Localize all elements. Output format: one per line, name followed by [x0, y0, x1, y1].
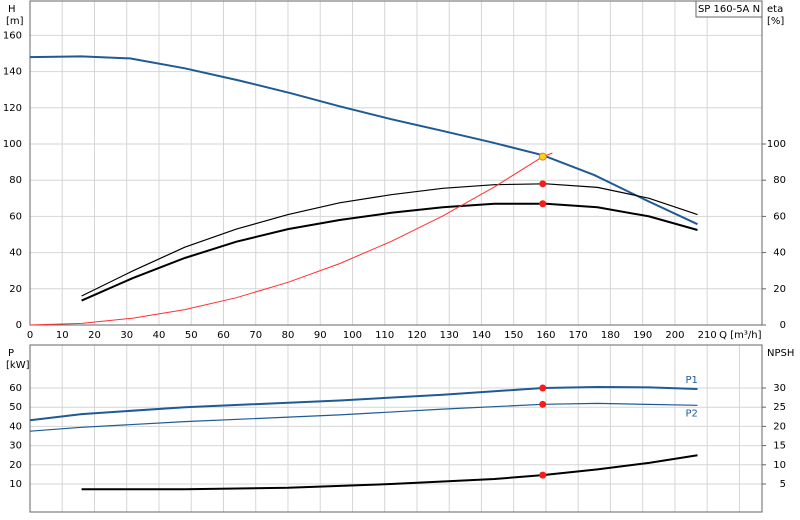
y-tick-label: 50 [9, 402, 22, 413]
marker [539, 384, 547, 392]
x-tick-label: 120 [407, 330, 426, 341]
y-axis-unit: [kW] [6, 360, 30, 371]
x-axis-label: Q [m³/h] [719, 330, 761, 341]
x-tick-label: 0 [27, 330, 33, 341]
curve [29, 152, 553, 326]
y2-tick-label: 25 [773, 402, 786, 413]
x-tick-label: 130 [440, 330, 459, 341]
x-tick-label: 200 [665, 330, 684, 341]
y2-tick-label: 40 [773, 248, 786, 259]
curve [81, 183, 698, 297]
curve [29, 402, 698, 432]
y2-tick-label: 100 [767, 139, 786, 150]
y-tick-label: 160 [3, 30, 22, 41]
x-tick-label: 90 [314, 330, 327, 341]
x-tick-label: 140 [472, 330, 491, 341]
x-tick-label: 190 [633, 330, 652, 341]
y-axis-unit: [m] [6, 16, 24, 27]
y2-tick-label: 20 [773, 421, 786, 432]
x-tick-label: 100 [343, 330, 362, 341]
marker [539, 400, 547, 408]
y-tick-label: 80 [9, 175, 22, 186]
y-tick-label: 100 [3, 139, 22, 150]
plot-area [30, 345, 762, 512]
y-axis-label: P [8, 348, 14, 359]
series-label: P2 [686, 408, 698, 419]
x-tick-label: 80 [282, 330, 295, 341]
y2-axis-label: NPSH [767, 348, 794, 359]
x-tick-label: 170 [569, 330, 588, 341]
y2-tick-label: 30 [773, 383, 786, 394]
y-tick-label: 10 [9, 479, 22, 490]
x-tick-label: 30 [120, 330, 133, 341]
x-tick-label: 40 [153, 330, 166, 341]
marker [539, 200, 547, 208]
y-tick-label: 40 [9, 421, 22, 432]
marker [539, 180, 547, 188]
plot-frame [29, 344, 763, 513]
y2-tick-label: 60 [773, 211, 786, 222]
curve [29, 385, 698, 422]
x-tick-label: 60 [217, 330, 230, 341]
x-tick-label: 50 [185, 330, 198, 341]
curve [81, 454, 698, 491]
x-tick-label: 180 [601, 330, 620, 341]
y-tick-label: 20 [9, 284, 22, 295]
title-box [695, 0, 763, 18]
y-tick-label: 0 [16, 320, 22, 331]
y2-tick-label: 20 [773, 284, 786, 295]
x-tick-label: 210 [698, 330, 717, 341]
x-tick-label: 10 [56, 330, 69, 341]
plot-frame [29, 0, 763, 326]
y-tick-label: 40 [9, 248, 22, 259]
y2-tick-label: 5 [780, 479, 786, 490]
marker [539, 471, 547, 479]
x-tick-label: 110 [375, 330, 394, 341]
y2-tick-label: 80 [773, 175, 786, 186]
x-tick-label: 160 [536, 330, 555, 341]
series-label: P1 [686, 375, 698, 386]
y-tick-label: 60 [9, 211, 22, 222]
x-tick-label: 150 [504, 330, 523, 341]
chart-title: SP 160-5A N [698, 4, 760, 15]
y2-tick-label: 15 [773, 441, 786, 452]
marker [538, 152, 547, 161]
y2-tick-label: 10 [773, 460, 786, 471]
y2-axis-label: eta [767, 4, 783, 15]
y-tick-label: 30 [9, 441, 22, 452]
x-tick-label: 20 [88, 330, 101, 341]
curve [29, 55, 698, 226]
curve [81, 202, 698, 302]
x-tick-label: 70 [249, 330, 262, 341]
y2-axis-unit: [%] [767, 16, 784, 27]
y-axis-label: H [8, 4, 16, 15]
y2-tick-label: 0 [780, 320, 786, 331]
y-tick-label: 120 [3, 103, 22, 114]
y-tick-label: 60 [9, 383, 22, 394]
y-tick-label: 20 [9, 460, 22, 471]
y-tick-label: 140 [3, 67, 22, 78]
